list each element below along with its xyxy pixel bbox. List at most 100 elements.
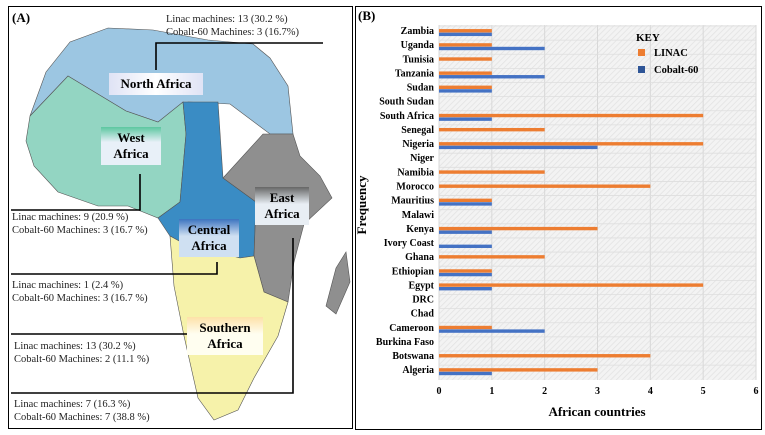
annotation-west: Linac machines: 9 (20.9 %) Cobalt-60 Mach… bbox=[12, 211, 148, 237]
region-label-east-africa: East Africa bbox=[255, 187, 309, 225]
y-tick-label: DRC bbox=[412, 295, 434, 306]
bar-linac bbox=[439, 29, 492, 33]
y-tick-label: Ivory Coast bbox=[384, 238, 435, 249]
bar-linac bbox=[439, 325, 492, 330]
bar-linac bbox=[439, 142, 704, 146]
y-tick-label: Kenya bbox=[406, 224, 434, 235]
legend-title: KEY bbox=[636, 32, 660, 44]
annotation-southern-linac: Linac machines: 13 (30.2 %) bbox=[14, 341, 136, 352]
pointer-north bbox=[155, 42, 323, 70]
y-tick-label: Mauritius bbox=[391, 196, 434, 207]
y-tick-label: Uganda bbox=[401, 40, 434, 51]
x-tick-label: 0 bbox=[437, 386, 442, 397]
y-tick-label: Zambia bbox=[401, 26, 434, 37]
bar-linac bbox=[439, 269, 492, 273]
y-tick-label: Tunisia bbox=[403, 54, 434, 65]
annotation-north: Linac machines: 13 (30.2 %) Cobalt-60 Mac… bbox=[166, 13, 299, 39]
pointer-east bbox=[11, 238, 294, 394]
x-tick-label: 4 bbox=[648, 386, 653, 397]
annotation-east-linac: Linac machines: 7 (16.3 %) bbox=[14, 399, 131, 410]
y-tick-label: South Africa bbox=[380, 111, 434, 122]
y-tick-label: Egypt bbox=[408, 280, 434, 291]
bar-cobalt-60 bbox=[439, 32, 492, 37]
x-tick-label: 6 bbox=[754, 386, 759, 397]
pointer-west bbox=[11, 174, 141, 211]
bar-linac bbox=[439, 368, 598, 372]
bar-cobalt-60 bbox=[439, 272, 492, 277]
annotation-west-linac: Linac machines: 9 (20.9 %) bbox=[12, 212, 129, 223]
x-tick-label: 5 bbox=[701, 386, 706, 397]
y-tick-label: Niger bbox=[410, 153, 434, 164]
y-tick-label: Cameroon bbox=[389, 323, 434, 334]
bar-linac bbox=[439, 198, 492, 203]
x-axis-title: African countries bbox=[548, 404, 645, 419]
y-tick-label: South Sudan bbox=[379, 97, 434, 108]
y-tick-label: Morocco bbox=[396, 181, 434, 192]
bar-linac bbox=[439, 113, 704, 118]
bar-cobalt-60 bbox=[439, 371, 492, 376]
y-tick-label: Burkina Faso bbox=[376, 337, 434, 348]
bar-cobalt-60 bbox=[439, 75, 545, 79]
bar-linac bbox=[439, 226, 598, 231]
y-tick-label: Nigeria bbox=[402, 139, 434, 150]
y-tick-label: Algeria bbox=[402, 365, 434, 376]
panel-b: (B) bbox=[355, 6, 762, 430]
bar-cobalt-60 bbox=[439, 287, 492, 291]
panel-a: (A) North Africa West Africa Central Afr… bbox=[8, 6, 353, 429]
y-tick-label: Sudan bbox=[407, 83, 435, 94]
bar-linac bbox=[439, 283, 704, 287]
y-tick-label: Chad bbox=[411, 309, 435, 320]
bar-cobalt-60 bbox=[439, 329, 545, 333]
bar-cobalt-60 bbox=[439, 244, 492, 249]
map-madagascar bbox=[325, 251, 351, 315]
y-axis-title: Frequency bbox=[354, 175, 369, 234]
panel-b-label: (B) bbox=[358, 8, 376, 23]
bar-linac bbox=[439, 170, 545, 174]
y-tick-label: Malawi bbox=[402, 210, 434, 221]
bar-linac bbox=[439, 354, 651, 358]
region-label-west-africa: West Africa bbox=[101, 127, 161, 165]
legend-swatch-linac bbox=[638, 49, 645, 56]
annotation-southern-cobalt: Cobalt-60 Machines: 2 (11.1 %) bbox=[14, 354, 150, 365]
x-tick-label: 3 bbox=[595, 386, 600, 397]
region-label-southern-africa: Southern Africa bbox=[187, 317, 263, 355]
bar-linac bbox=[439, 184, 651, 188]
bar-cobalt-60 bbox=[439, 202, 492, 206]
annotation-central-cobalt: Cobalt-60 Machines: 3 (16.7 %) bbox=[12, 293, 148, 304]
annotation-east: Linac machines: 7 (16.3 %) Cobalt-60 Mach… bbox=[14, 398, 150, 424]
x-tick-label: 2 bbox=[542, 386, 547, 397]
bar-linac bbox=[439, 127, 545, 132]
legend-label-cobalt: Cobalt-60 bbox=[654, 65, 698, 76]
y-tick-label: Ethiopian bbox=[392, 266, 435, 277]
bar-cobalt-60 bbox=[439, 145, 598, 150]
region-label-north-africa: North Africa bbox=[109, 73, 203, 95]
legend-swatch-cobalt bbox=[638, 66, 645, 73]
y-tick-label: Ghana bbox=[405, 252, 434, 263]
pointer-central bbox=[11, 262, 218, 275]
y-tick-label: Senegal bbox=[401, 125, 434, 136]
y-tick-label: Botswana bbox=[392, 351, 434, 362]
y-tick-label: Namibia bbox=[397, 167, 434, 178]
bar-cobalt-60 bbox=[439, 230, 492, 234]
bar-linac bbox=[439, 71, 492, 75]
x-tick-label: 1 bbox=[489, 386, 494, 397]
bar-cobalt-60 bbox=[439, 46, 545, 51]
bar-linac bbox=[439, 255, 545, 259]
bar-linac bbox=[439, 43, 492, 47]
bar-cobalt-60 bbox=[439, 117, 492, 121]
annotation-central: Linac machines: 1 (2.4 %) Cobalt-60 Machi… bbox=[12, 279, 148, 305]
panel-a-label: (A) bbox=[12, 10, 31, 25]
legend-label-linac: LINAC bbox=[654, 48, 688, 59]
annotation-central-linac: Linac machines: 1 (2.4 %) bbox=[12, 280, 124, 291]
region-label-central-africa: Central Africa bbox=[179, 219, 239, 257]
bar-linac bbox=[439, 85, 492, 89]
bar-linac bbox=[439, 57, 492, 61]
annotation-east-cobalt: Cobalt-60 Machines: 7 (38.8 %) bbox=[14, 412, 150, 423]
annotation-north-linac: Linac machines: 13 (30.2 %) bbox=[166, 14, 288, 25]
annotation-southern: Linac machines: 13 (30.2 %) Cobalt-60 Mac… bbox=[14, 340, 149, 366]
annotation-north-cobalt: Cobalt-60 Machines: 3 (16.7%) bbox=[166, 27, 299, 38]
y-tick-label: Tanzania bbox=[395, 68, 434, 79]
bar-cobalt-60 bbox=[439, 89, 492, 93]
